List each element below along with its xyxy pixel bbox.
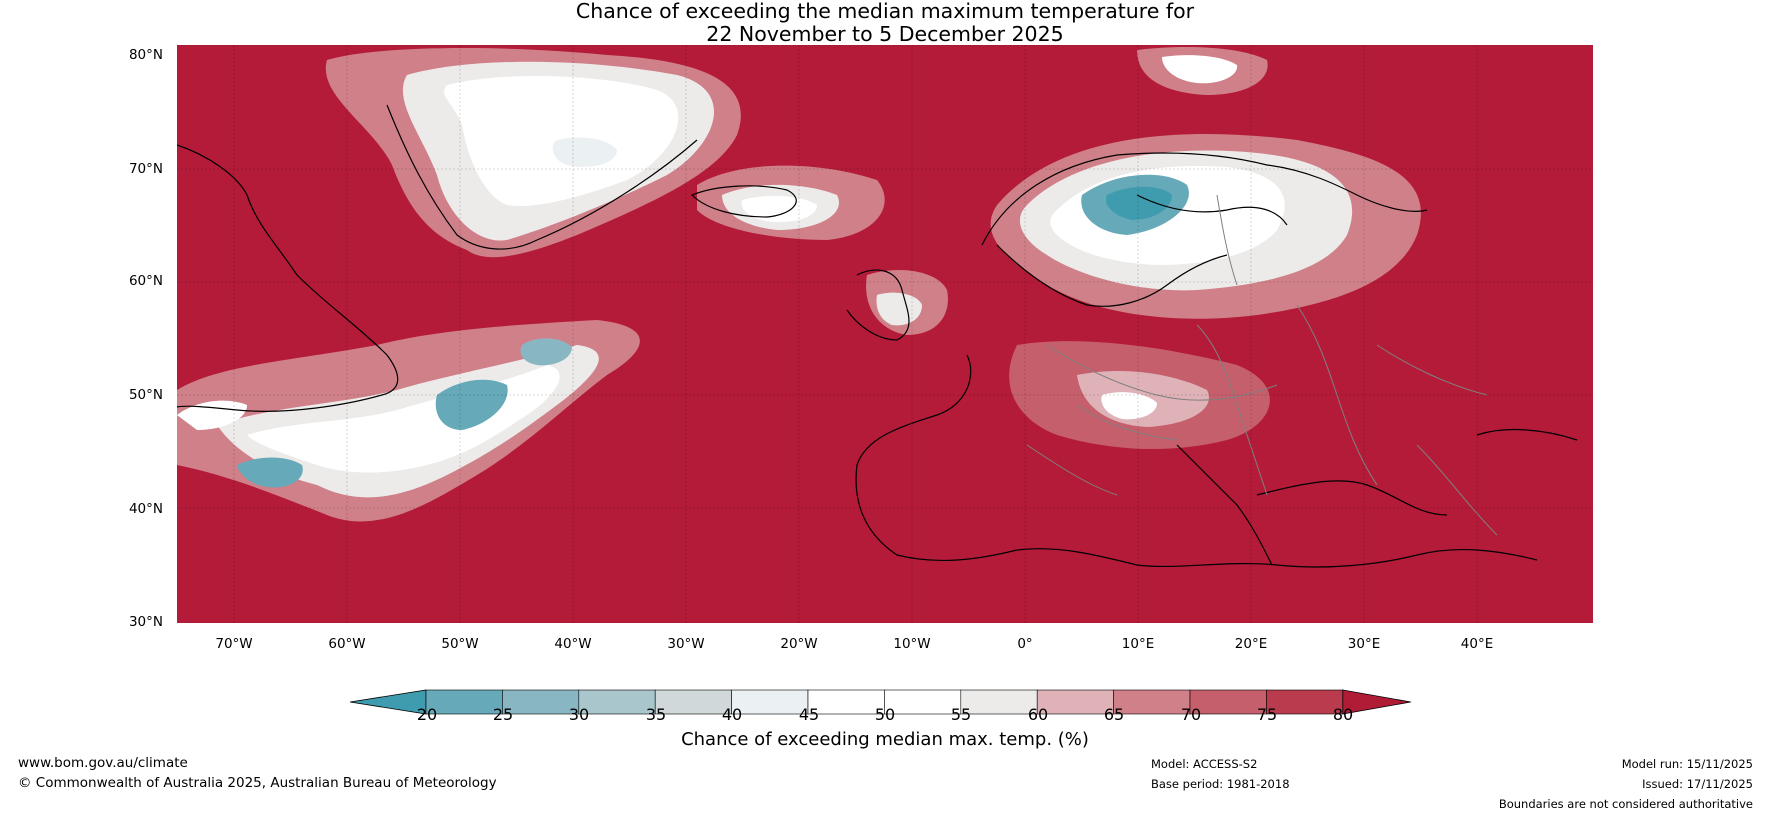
- colorbar-tick-40: 40: [721, 705, 743, 724]
- colorbar-segment: [654, 689, 732, 715]
- colorbar-segment: [502, 689, 580, 715]
- lon-label-40e: 40°E: [1460, 636, 1494, 652]
- colorbar-segment: [425, 689, 503, 715]
- colorbar-extend-high: [1342, 689, 1411, 715]
- footer-url: www.bom.gov.au/climate: [18, 755, 188, 771]
- iceland-region: [697, 165, 885, 240]
- colorbar-label: Chance of exceeding median max. temp. (%…: [681, 729, 1089, 750]
- lon-label-60w: 60°W: [328, 636, 366, 652]
- lon-label-30w: 30°W: [667, 636, 705, 652]
- graticule: [177, 45, 1593, 623]
- lat-label-30n: 30°N: [128, 614, 163, 630]
- colorbar-tick-30: 30: [568, 705, 590, 724]
- probability-map: [177, 45, 1593, 623]
- colorbar-tick-55: 55: [950, 705, 972, 724]
- coastlines: [177, 104, 1578, 568]
- colorbar-segment: [1113, 689, 1191, 715]
- colorbar-segment: [731, 689, 809, 715]
- lon-label-20e: 20°E: [1234, 636, 1268, 652]
- colorbar-tick-75: 75: [1256, 705, 1278, 724]
- colorbar-tick-60: 60: [1027, 705, 1049, 724]
- lat-label-80n: 80°N: [128, 47, 163, 63]
- colorbar: [350, 689, 1411, 715]
- lon-label-10e: 10°E: [1121, 636, 1155, 652]
- lat-label-50n: 50°N: [128, 387, 163, 403]
- europe-band-region: [866, 270, 1270, 450]
- lat-label-70n: 70°N: [128, 161, 163, 177]
- scandinavia-region: [990, 133, 1421, 319]
- country-borders: [1026, 194, 1498, 536]
- footer-model-run: Model run: 15/11/2025: [1621, 757, 1753, 771]
- footer-model: Model: ACCESS-S2: [1151, 757, 1258, 771]
- greenland-region: [325, 48, 741, 258]
- colorbar-tick-20: 20: [416, 705, 438, 724]
- colorbar-segment: [1189, 689, 1267, 715]
- footer-copyright: © Commonwealth of Australia 2025, Austra…: [18, 775, 497, 791]
- colorbar-tick-70: 70: [1180, 705, 1202, 724]
- colorbar-tick-65: 65: [1103, 705, 1125, 724]
- lon-label-40w: 40°W: [554, 636, 592, 652]
- colorbar-segment: [960, 689, 1038, 715]
- colorbar-tick-45: 45: [798, 705, 820, 724]
- svalbard-region: [1137, 47, 1268, 95]
- colorbar-segment: [807, 689, 885, 715]
- footer-base-period: Base period: 1981-2018: [1151, 777, 1290, 791]
- map-title-line2: 22 November to 5 December 2025: [706, 22, 1064, 46]
- footer-disclaimer: Boundaries are not considered authoritat…: [1498, 797, 1753, 811]
- map-title: Chance of exceeding the median maximum t…: [0, 0, 1770, 46]
- lon-label-50w: 50°W: [441, 636, 479, 652]
- lon-label-10w: 10°W: [893, 636, 931, 652]
- map-title-line1: Chance of exceeding the median maximum t…: [575, 0, 1195, 23]
- lon-label-70w: 70°W: [215, 636, 253, 652]
- footer-issued: Issued: 17/11/2025: [1642, 777, 1753, 791]
- lat-label-60n: 60°N: [128, 273, 163, 289]
- lon-label-30e: 30°E: [1347, 636, 1381, 652]
- lat-label-40n: 40°N: [128, 501, 163, 517]
- lon-label-20w: 20°W: [780, 636, 818, 652]
- colorbar-tick-25: 25: [492, 705, 514, 724]
- atlantic-cool-region: [177, 320, 640, 522]
- colorbar-tick-35: 35: [645, 705, 667, 724]
- colorbar-tick-50: 50: [874, 705, 896, 724]
- lon-label-0: 0°: [1017, 636, 1033, 652]
- colorbar-tick-80: 80: [1332, 705, 1354, 724]
